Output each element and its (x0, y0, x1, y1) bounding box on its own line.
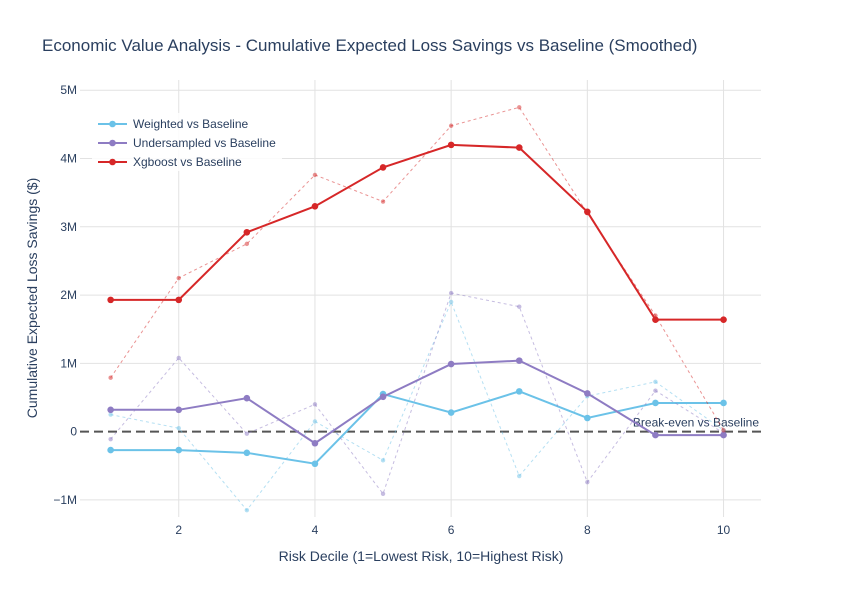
series-0-raw-point (176, 426, 181, 431)
legend-item-1[interactable]: Undersampled vs Baseline (98, 136, 276, 150)
series-2-line (110, 143, 724, 321)
series-0-point (243, 449, 251, 457)
y-tick-label: −1M (53, 493, 77, 507)
series-1-raw-point (312, 402, 318, 407)
series-2-raw-point (244, 241, 250, 247)
series-0-point (584, 414, 591, 422)
legend-swatch-marker (109, 139, 116, 147)
x-axis-ticks: 2 4 6 8 10 (175, 523, 730, 537)
x-axis-title: Risk Decile (1=Lowest Risk, 10=Highest R… (279, 548, 564, 564)
series-2-point (447, 141, 455, 149)
series-1-raw-point (653, 388, 658, 393)
series-1 (107, 290, 727, 496)
series-1-point (447, 360, 455, 368)
break-even-line: Break-even vs Baseline (80, 416, 761, 433)
series-0-raw-point (653, 379, 658, 385)
series-1-raw-line (110, 292, 724, 495)
series-1-raw-point (244, 431, 250, 436)
series-1-raw-point (176, 355, 181, 361)
series-0-raw-point (448, 299, 454, 305)
series-0-point (652, 399, 659, 407)
series-1-point (515, 357, 523, 364)
series-2-raw-point (721, 428, 726, 433)
series-1-raw-point (380, 491, 386, 496)
series-2-raw-point (176, 275, 181, 281)
series-2-point (243, 228, 251, 236)
series-1-raw-point (448, 290, 454, 296)
x-tick-label: 4 (312, 523, 319, 537)
series-2-point (584, 208, 591, 216)
x-tick-label: 10 (717, 523, 731, 537)
series-1-line (110, 359, 724, 445)
series-0-raw-point (517, 473, 522, 479)
series-1-raw-point (517, 304, 522, 309)
series-0-raw-point (108, 412, 113, 417)
x-tick-label: 8 (584, 523, 591, 537)
series-0-point (515, 388, 523, 395)
x-tick-label: 6 (448, 523, 455, 537)
series-1-point (243, 394, 251, 402)
series-2-raw-point (312, 172, 318, 178)
y-tick-label: 2M (60, 288, 77, 302)
y-tick-label: 5M (60, 83, 77, 97)
series-2-raw-point (448, 123, 454, 128)
series-group (107, 105, 727, 513)
legend[interactable]: Weighted vs Baseline Undersampled vs Base… (92, 113, 282, 171)
series-2-point (379, 164, 387, 171)
series-1-point (720, 431, 727, 439)
x-tick-label: 2 (175, 523, 182, 537)
series-1-point (107, 406, 114, 414)
legend-swatch-marker (109, 120, 116, 128)
series-2-point (652, 316, 659, 323)
series-1-point (652, 431, 659, 439)
series-1-point (175, 406, 183, 414)
series-2-raw-point (517, 105, 522, 110)
series-2-point (175, 296, 183, 304)
legend-swatch-marker (109, 158, 116, 166)
legend-label: Undersampled vs Baseline (133, 136, 276, 150)
series-1-raw-point (108, 436, 113, 442)
series-1-raw-point (585, 479, 590, 485)
series-0-raw-point (380, 458, 386, 463)
y-tick-label: 0 (70, 425, 77, 439)
legend-item-2[interactable]: Xgboost vs Baseline (98, 155, 242, 169)
series-1-point (311, 439, 319, 447)
y-tick-label: 1M (60, 356, 77, 370)
y-axis-ticks: −1M 0 1M 2M 3M 4M 5M (53, 83, 77, 507)
series-2-point (311, 203, 319, 210)
series-2-point (107, 296, 114, 304)
series-0-point (720, 399, 727, 407)
series-2-raw-point (380, 199, 386, 204)
series-1-point (379, 393, 387, 401)
series-2 (107, 105, 727, 433)
legend-label: Weighted vs Baseline (133, 117, 249, 131)
series-0-point (107, 446, 114, 454)
series-0-point (175, 446, 183, 454)
y-tick-label: 3M (60, 220, 77, 234)
y-axis-title: Cumulative Expected Loss Savings ($) (24, 178, 40, 418)
series-0-point (311, 460, 319, 468)
series-0-raw-point (312, 419, 318, 424)
y-tick-label: 4M (60, 152, 77, 166)
series-0-raw-point (244, 507, 250, 513)
chart-title: Economic Value Analysis - Cumulative Exp… (42, 36, 697, 55)
series-2-point (720, 316, 727, 323)
series-2-raw-point (108, 375, 113, 380)
legend-label: Xgboost vs Baseline (133, 155, 242, 169)
series-0-point (447, 409, 455, 416)
series-1-point (584, 390, 591, 397)
break-even-label: Break-even vs Baseline (633, 416, 759, 430)
series-2-point (515, 144, 523, 151)
series-0-line (110, 390, 724, 465)
legend-item-0[interactable]: Weighted vs Baseline (98, 117, 249, 131)
